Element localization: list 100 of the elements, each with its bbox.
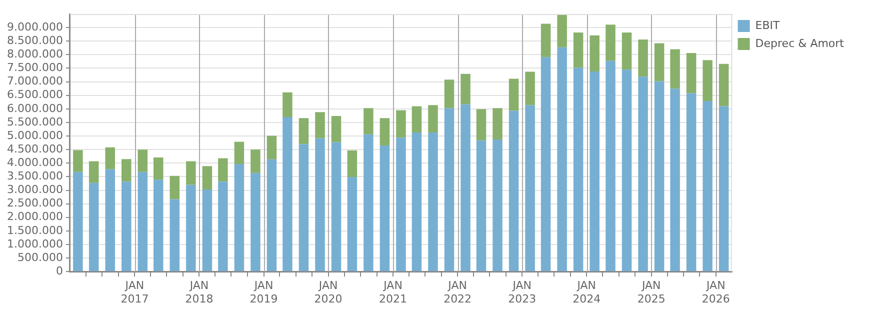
- bar: [298, 118, 309, 144]
- bar: [186, 184, 196, 272]
- bar: [202, 166, 212, 190]
- bar: [428, 105, 438, 132]
- bar: [73, 172, 83, 272]
- x-tick-label: JAN 2019: [250, 279, 278, 306]
- bar: [508, 78, 519, 111]
- bar: [138, 150, 148, 172]
- x-tick-label: JAN 2023: [508, 279, 536, 306]
- bar: [138, 172, 148, 272]
- bar: [492, 140, 502, 272]
- bar: [702, 101, 712, 272]
- bar: [122, 159, 132, 182]
- bar: [282, 92, 292, 118]
- bar: [670, 88, 680, 272]
- y-tick-label: 6.500.000: [7, 88, 63, 102]
- bar: [122, 182, 132, 272]
- bar: [590, 35, 600, 72]
- bar: [73, 150, 83, 172]
- bar: [234, 164, 244, 272]
- y-tick-label: 4.000.000: [7, 156, 63, 169]
- bar: [170, 176, 180, 200]
- bar: [702, 60, 712, 102]
- bar: [364, 134, 374, 272]
- bar: [266, 159, 277, 272]
- y-tick-label: 2.000.000: [7, 210, 63, 224]
- y-tick-label: 8.500.000: [7, 34, 63, 47]
- y-tick-label: 0: [56, 264, 63, 278]
- y-tick-label: 3.000.000: [7, 183, 63, 196]
- bar: [606, 60, 616, 272]
- bar: [396, 138, 406, 272]
- y-tick-label: 4.500.000: [7, 142, 63, 156]
- bar: [492, 108, 502, 140]
- bar: [444, 108, 454, 272]
- bar: [88, 182, 99, 272]
- bar: [525, 105, 535, 272]
- bar: [444, 80, 454, 108]
- bar: [380, 118, 390, 146]
- bar: [298, 144, 309, 272]
- x-tick-label: JAN 2025: [637, 279, 666, 306]
- bar: [412, 106, 422, 132]
- y-tick-label: 8.000.000: [7, 48, 63, 61]
- bar: [654, 81, 664, 272]
- x-tick-label: JAN 2021: [379, 279, 408, 306]
- x-tick-label: JAN 2018: [185, 279, 214, 306]
- bar: [250, 150, 260, 173]
- bar: [540, 57, 551, 272]
- bar: [622, 32, 632, 70]
- bar: [718, 64, 729, 106]
- x-tick-label: JAN 2020: [314, 279, 342, 306]
- bar: [460, 74, 470, 104]
- y-tick-label: 5.000.000: [7, 128, 63, 142]
- bar: [686, 93, 696, 272]
- bar: [380, 146, 390, 272]
- legend-label: Deprec & Amort: [755, 36, 845, 50]
- bar: [460, 104, 470, 272]
- x-tick-label: JAN 2022: [444, 279, 472, 306]
- bar: [590, 71, 600, 272]
- bar: [218, 158, 228, 182]
- x-tick-label: JAN 2017: [120, 279, 149, 306]
- bar: [331, 142, 342, 272]
- bar: [654, 43, 664, 82]
- bar: [622, 70, 632, 272]
- bar: [476, 109, 486, 140]
- bar: [557, 47, 567, 272]
- bar: [266, 136, 277, 160]
- bar: [315, 138, 325, 272]
- bar: [557, 14, 567, 48]
- bar: [540, 24, 551, 58]
- bar: [186, 161, 196, 185]
- bar: [331, 116, 342, 142]
- bar: [396, 110, 406, 138]
- y-tick-label: 1.500.000: [7, 224, 63, 237]
- bar: [573, 32, 584, 68]
- bar: [154, 157, 164, 180]
- y-tick-label: 2.500.000: [7, 196, 63, 210]
- x-tick-label: JAN 2024: [572, 279, 601, 306]
- y-tick-label: 6.000.000: [7, 102, 63, 115]
- y-tick-label: 9.000.000: [7, 20, 63, 34]
- bar: [638, 76, 648, 272]
- bar: [234, 142, 244, 164]
- legend-label: EBIT: [755, 18, 780, 32]
- bar: [476, 140, 486, 272]
- bar: [202, 189, 212, 272]
- bar: [364, 108, 374, 134]
- y-tick-label: 3.500.000: [7, 170, 63, 183]
- bar: [573, 68, 584, 272]
- bar: [412, 132, 422, 272]
- bar: [718, 106, 729, 272]
- y-tick-label: 500.000: [17, 250, 63, 264]
- bar: [105, 169, 115, 272]
- y-tick-label: 5.500.000: [7, 115, 63, 128]
- bar: [508, 110, 519, 272]
- bar: [170, 199, 180, 272]
- y-tick-label: 7.000.000: [7, 74, 63, 88]
- x-tick-label: JAN 2026: [702, 279, 730, 306]
- y-tick-label: 7.500.000: [7, 61, 63, 74]
- bar: [347, 150, 358, 177]
- bar: [606, 24, 616, 61]
- bar: [250, 172, 260, 272]
